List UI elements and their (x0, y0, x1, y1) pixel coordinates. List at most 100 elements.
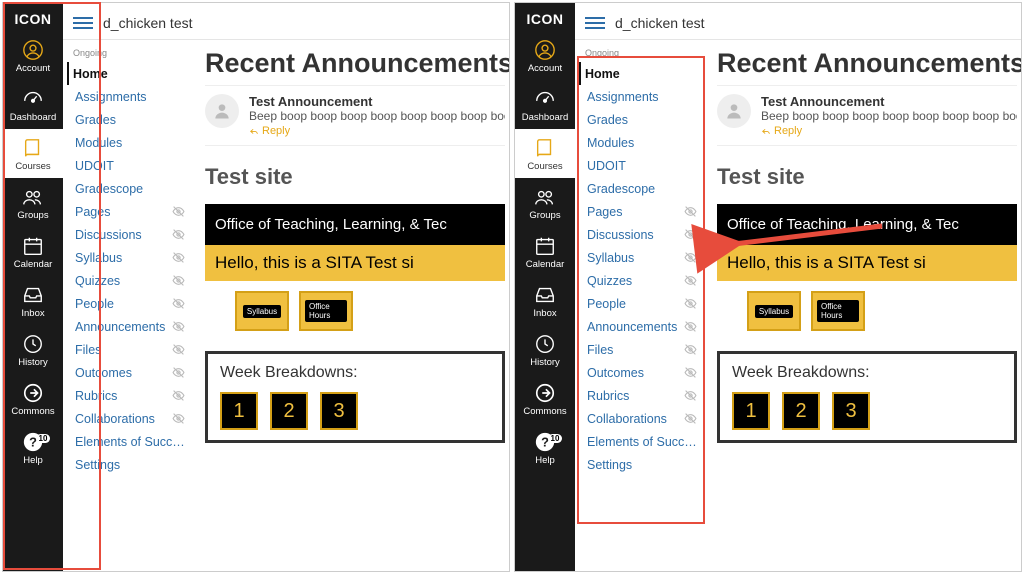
coursenav-item-collaborations[interactable]: Collaborations (73, 407, 187, 430)
globalnav-item-dashboard[interactable]: Dashboard (515, 80, 575, 129)
nav-badge: 10 (36, 434, 51, 443)
globalnav-item-history[interactable]: History (515, 325, 575, 374)
coursenav-item-settings[interactable]: Settings (73, 453, 187, 476)
coursenav-item-elements-of-success[interactable]: Elements of Success (73, 430, 187, 453)
coursenav-item-discussions[interactable]: Discussions (73, 223, 187, 246)
globalnav-label: Commons (523, 406, 566, 417)
coursenav-label: Rubrics (587, 389, 629, 403)
globalnav-item-commons[interactable]: Commons (3, 374, 63, 423)
body-row: OngoingHome Assignments Grades Modules UDOIT… (575, 40, 1021, 571)
globalnav-item-help[interactable]: ?10Help (515, 423, 575, 472)
coursenav-item-files[interactable]: Files (585, 338, 699, 361)
globalnav-item-groups[interactable]: Groups (3, 178, 63, 227)
reply-button[interactable]: Reply (761, 125, 1017, 137)
coursenav-item-people[interactable]: People (585, 292, 699, 315)
coursenav-label: Gradescope (75, 182, 143, 196)
gold-button-syllabus[interactable]: Syllabus (747, 291, 801, 331)
coursenav-label: Collaborations (587, 412, 667, 426)
globalnav-item-courses[interactable]: Courses (515, 129, 575, 178)
gold-button-office-hours[interactable]: Office Hours (811, 291, 865, 331)
globalnav-item-groups[interactable]: Groups (515, 178, 575, 227)
coursenav-item-udoit[interactable]: UDOIT (585, 154, 699, 177)
coursenav-label: UDOIT (75, 159, 114, 173)
globalnav-label: Groups (17, 210, 48, 221)
coursenav-item-settings[interactable]: Settings (585, 453, 699, 476)
breadcrumb-text: d_chicken test (103, 15, 193, 31)
globalnav-item-dashboard[interactable]: Dashboard (3, 80, 63, 129)
globalnav-item-calendar[interactable]: Calendar (515, 227, 575, 276)
coursenav-item-announcements[interactable]: Announcements (585, 315, 699, 338)
coursenav-item-discussions[interactable]: Discussions (585, 223, 699, 246)
week-number-button[interactable]: 2 (782, 392, 820, 430)
globalnav-item-inbox[interactable]: Inbox (3, 276, 63, 325)
globalnav-item-courses[interactable]: Courses (3, 129, 63, 178)
coursenav-item-quizzes[interactable]: Quizzes (585, 269, 699, 292)
gold-button-office-hours[interactable]: Office Hours (299, 291, 353, 331)
announcement-title: Test Announcement (761, 94, 1017, 109)
main-area: Recent AnnouncementsTest AnnouncementBee… (705, 40, 1021, 571)
globalnav-item-calendar[interactable]: Calendar (3, 227, 63, 276)
coursenav-item-collaborations[interactable]: Collaborations (585, 407, 699, 430)
coursenav-item-outcomes[interactable]: Outcomes (73, 361, 187, 384)
week-number-button[interactable]: 2 (270, 392, 308, 430)
hamburger-icon[interactable] (585, 13, 605, 33)
coursenav-item-outcomes[interactable]: Outcomes (585, 361, 699, 384)
coursenav-item-rubrics[interactable]: Rubrics (73, 384, 187, 407)
globalnav-item-account[interactable]: Account (515, 31, 575, 80)
coursenav-item-assignments[interactable]: Assignments (73, 85, 187, 108)
coursenav-item-home[interactable]: Home (579, 62, 699, 85)
coursenav-item-people[interactable]: People (73, 292, 187, 315)
inbox-icon (534, 284, 556, 306)
coursenav-label: Settings (587, 458, 632, 472)
globalnav-label: History (18, 357, 48, 368)
coursenav-item-rubrics[interactable]: Rubrics (585, 384, 699, 407)
coursenav-item-udoit[interactable]: UDOIT (73, 154, 187, 177)
coursenav-item-grades[interactable]: Grades (585, 108, 699, 131)
hamburger-icon[interactable] (73, 13, 93, 33)
announcement-row[interactable]: Test AnnouncementBeep boop boop boop boo… (205, 85, 505, 146)
week-heading: Week Breakdowns: (220, 364, 490, 382)
coursenav-item-syllabus[interactable]: Syllabus (73, 246, 187, 269)
globalnav-item-history[interactable]: History (3, 325, 63, 374)
coursenav-label: UDOIT (587, 159, 626, 173)
brand-logo: ICON (527, 3, 564, 31)
coursenav-item-gradescope[interactable]: Gradescope (73, 177, 187, 200)
week-number-button[interactable]: 1 (220, 392, 258, 430)
globalnav-label: Account (16, 63, 50, 74)
reply-button[interactable]: Reply (249, 125, 505, 137)
globalnav-item-inbox[interactable]: Inbox (515, 276, 575, 325)
gold-button-label: Syllabus (755, 305, 793, 318)
course-nav: OngoingHome Assignments Grades Modules UDOIT… (575, 40, 705, 571)
speedometer-icon (22, 88, 44, 110)
coursenav-item-home[interactable]: Home (67, 62, 187, 85)
coursenav-item-modules[interactable]: Modules (73, 131, 187, 154)
coursenav-item-announcements[interactable]: Announcements (73, 315, 187, 338)
calendar-icon (534, 235, 556, 257)
coursenav-label: Syllabus (587, 251, 634, 265)
eye-off-icon (172, 389, 185, 402)
breadcrumb-bar: d_chicken test (63, 3, 509, 40)
globalnav-item-commons[interactable]: Commons (515, 374, 575, 423)
coursenav-label: Assignments (587, 90, 659, 104)
coursenav-item-syllabus[interactable]: Syllabus (585, 246, 699, 269)
course-nav-status: Ongoing (585, 46, 699, 62)
coursenav-item-pages[interactable]: Pages (73, 200, 187, 223)
week-number-button[interactable]: 1 (732, 392, 770, 430)
week-number-button[interactable]: 3 (832, 392, 870, 430)
coursenav-item-grades[interactable]: Grades (73, 108, 187, 131)
coursenav-item-pages[interactable]: Pages (585, 200, 699, 223)
announcement-row[interactable]: Test AnnouncementBeep boop boop boop boo… (717, 85, 1017, 146)
coursenav-item-gradescope[interactable]: Gradescope (585, 177, 699, 200)
coursenav-item-quizzes[interactable]: Quizzes (73, 269, 187, 292)
gold-button-syllabus[interactable]: Syllabus (235, 291, 289, 331)
gold-button-row: SyllabusOffice Hours (205, 281, 505, 347)
week-number-button[interactable]: 3 (320, 392, 358, 430)
coursenav-item-elements-of-success[interactable]: Elements of Success (585, 430, 699, 453)
coursenav-item-assignments[interactable]: Assignments (585, 85, 699, 108)
globalnav-label: Help (23, 455, 43, 466)
globalnav-item-account[interactable]: Account (3, 31, 63, 80)
coursenav-item-files[interactable]: Files (73, 338, 187, 361)
globalnav-item-help[interactable]: ?10Help (3, 423, 63, 472)
coursenav-label: Modules (587, 136, 634, 150)
coursenav-item-modules[interactable]: Modules (585, 131, 699, 154)
